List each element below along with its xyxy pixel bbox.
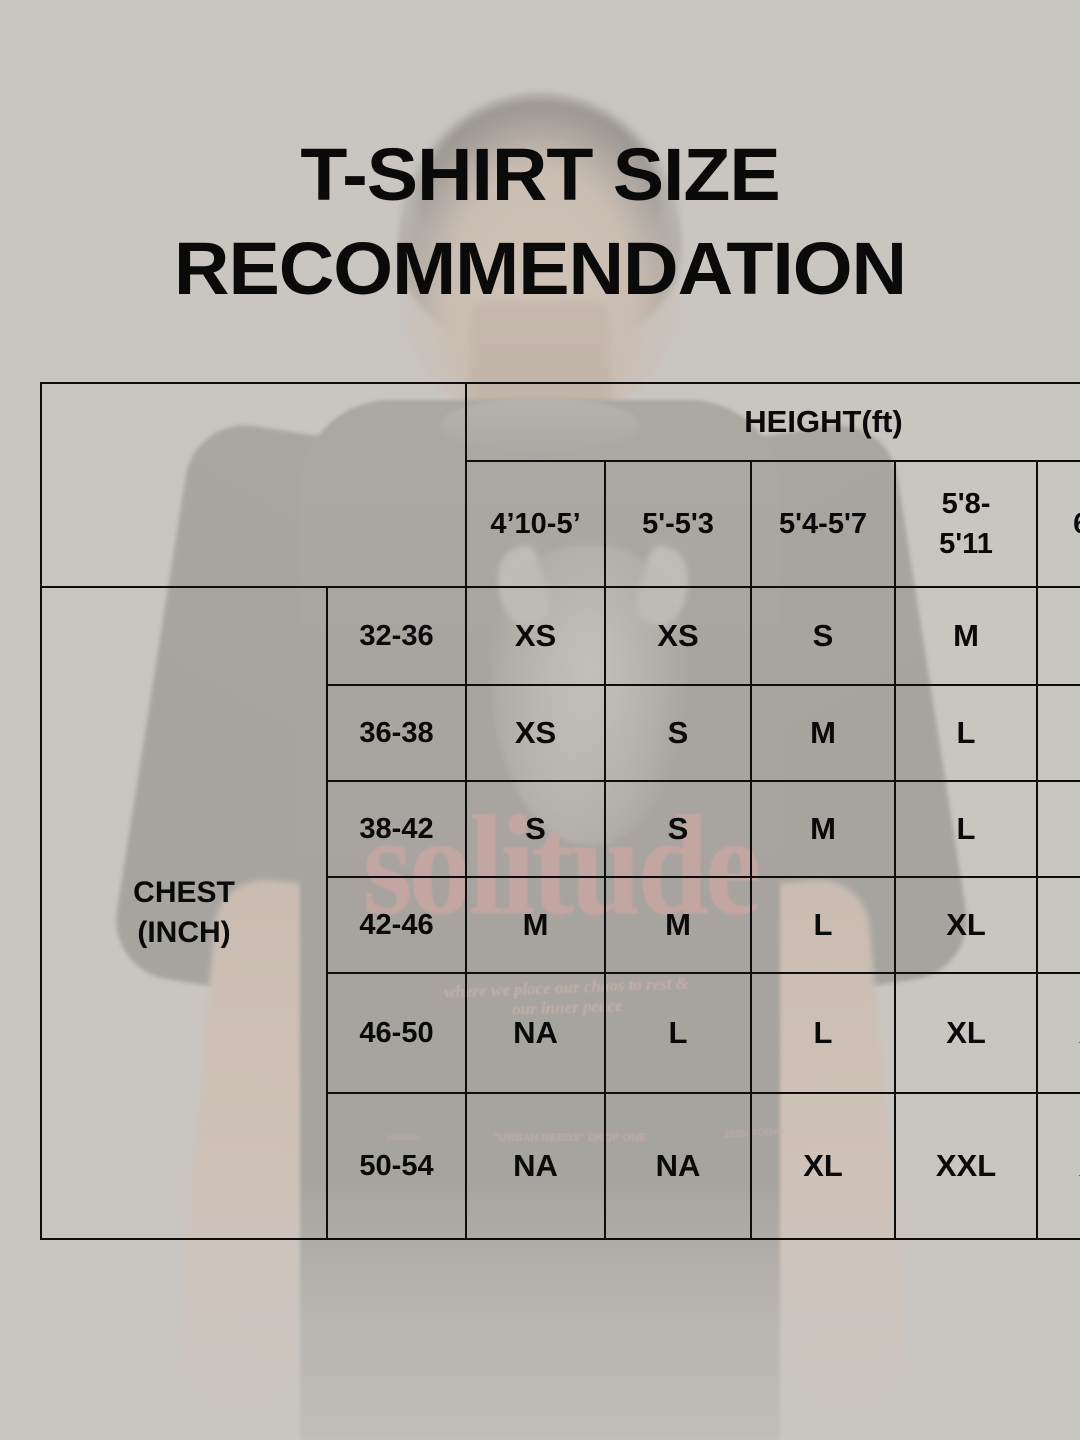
cell-r5c3: L [750, 972, 896, 1094]
table-row: 42-46 M M L XL XL [41, 876, 1080, 974]
column-header-4-line2: 5'11 [939, 528, 993, 560]
height-group-header: HEIGHT(ft) [464, 382, 1080, 462]
cell-r5c1: NA [465, 972, 606, 1094]
cell-r6c2: NA [604, 1092, 752, 1240]
row-header-4: 42-46 [326, 876, 467, 974]
cell-r3c3: M [750, 780, 896, 878]
page-title-line-2: RECOMMENDATION [173, 227, 907, 310]
cell-r1c2: XS [604, 586, 752, 686]
cell-r2c3: M [750, 684, 896, 782]
cell-r2c1: XS [465, 684, 606, 782]
column-header-2: 5'-5'3 [604, 460, 752, 588]
table-row: CHEST (INCH) 32-36 XS XS S M NA [40, 586, 1080, 1240]
cell-r5c4: XL [894, 972, 1038, 1094]
cell-r6c5: XXL [1035, 1092, 1080, 1240]
cell-r2c5: L [1035, 684, 1080, 782]
page-title: T-SHIRT SIZE RECOMMENDATION [0, 128, 1080, 316]
table-corner-blank [40, 382, 467, 588]
table-row: 38-42 S S M L L [41, 780, 1080, 878]
chest-axis-label-line1: CHEST [133, 876, 235, 909]
cell-r1c4: M [894, 586, 1038, 686]
cell-r4c1: M [465, 876, 606, 974]
table-row: 46-50 NA L L XL XXL [41, 972, 1080, 1094]
column-header-1: 4’10-5’ [465, 460, 606, 588]
cell-r3c1: S [465, 780, 606, 878]
cell-r6c1: NA [465, 1092, 606, 1240]
cell-r4c5: XL [1035, 876, 1080, 974]
cell-r2c4: L [894, 684, 1038, 782]
cell-r4c2: M [604, 876, 752, 974]
chest-axis-label-line2: (INCH) [137, 916, 231, 949]
cell-r1c5: NA [1035, 586, 1080, 686]
row-header-2: 36-38 [326, 684, 467, 782]
table-header-group-row: HEIGHT(ft) [40, 382, 1080, 588]
row-header-5: 46-50 [326, 972, 467, 1094]
cell-r5c5: XXL [1035, 972, 1080, 1094]
row-header-3: 38-42 [326, 780, 467, 878]
cell-r4c3: L [750, 876, 896, 974]
size-recommendation-table: HEIGHT(ft) 4’10-5’ 5'-5'3 5'4-5'7 5'8- 5… [40, 382, 1080, 1240]
cell-r3c5: L [1035, 780, 1080, 878]
cell-r3c4: L [894, 780, 1038, 878]
row-header-1: 32-36 [326, 586, 467, 686]
cell-r1c1: XS [465, 586, 606, 686]
cell-r2c2: S [604, 684, 752, 782]
cell-r6c3: XL [750, 1092, 896, 1240]
cell-r6c4: XXL [894, 1092, 1038, 1240]
page-title-line-1: T-SHIRT SIZE [300, 133, 780, 216]
table-column-header-row: 4’10-5’ 5'-5'3 5'4-5'7 5'8- 5'11 6'-6'3 [41, 460, 1080, 588]
column-header-3: 5'4-5'7 [750, 460, 896, 588]
column-header-4: 5'8- 5'11 [894, 460, 1038, 588]
cell-r1c3: S [750, 586, 896, 686]
cell-r4c4: XL [894, 876, 1038, 974]
column-header-5: 6'-6'3 [1035, 460, 1080, 588]
cell-r3c2: S [604, 780, 752, 878]
table-row: 36-38 XS S M L L [41, 684, 1080, 782]
column-header-4-line1: 5'8- [941, 488, 991, 520]
row-header-6: 50-54 [326, 1092, 467, 1240]
chest-axis-label: CHEST (INCH) [40, 586, 328, 1240]
cell-r5c2: L [604, 972, 752, 1094]
